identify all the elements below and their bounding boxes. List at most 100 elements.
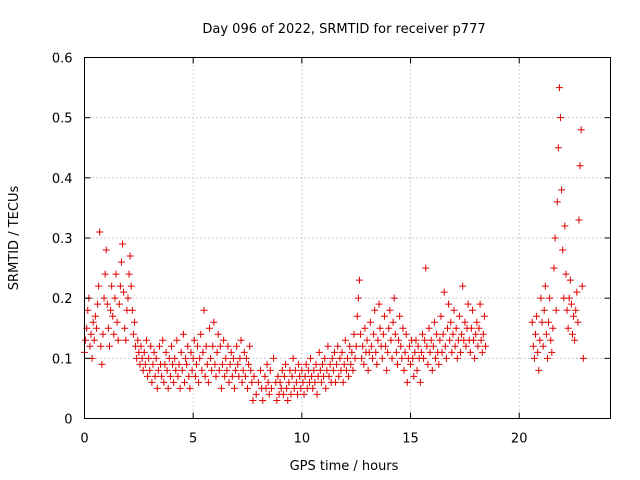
data-point bbox=[289, 354, 297, 362]
data-point bbox=[220, 336, 228, 344]
data-point bbox=[435, 360, 443, 368]
data-point bbox=[184, 342, 192, 350]
data-point bbox=[120, 288, 128, 296]
data-point bbox=[379, 330, 387, 338]
data-point bbox=[270, 354, 278, 362]
data-point bbox=[177, 348, 185, 356]
data-point bbox=[428, 366, 436, 374]
data-point bbox=[386, 306, 394, 314]
data-point bbox=[426, 348, 434, 356]
data-point bbox=[425, 324, 433, 332]
data-point bbox=[365, 348, 373, 356]
data-point bbox=[279, 390, 287, 398]
data-point bbox=[423, 342, 431, 350]
data-point bbox=[566, 276, 574, 284]
data-point bbox=[103, 300, 111, 308]
data-point bbox=[422, 264, 430, 272]
data-point bbox=[412, 336, 420, 344]
data-point bbox=[563, 306, 571, 314]
data-point bbox=[90, 336, 98, 344]
data-point bbox=[445, 300, 453, 308]
data-point bbox=[430, 318, 438, 326]
data-point bbox=[189, 354, 197, 362]
data-point bbox=[372, 348, 380, 356]
data-point bbox=[127, 282, 135, 290]
data-point bbox=[161, 360, 169, 368]
data-point bbox=[473, 318, 481, 326]
data-point bbox=[319, 360, 327, 368]
data-point bbox=[347, 360, 355, 368]
data-point bbox=[437, 312, 445, 320]
data-point bbox=[450, 306, 458, 314]
data-point bbox=[212, 372, 220, 380]
data-point bbox=[214, 330, 222, 338]
data-point bbox=[172, 366, 180, 374]
data-point bbox=[227, 348, 235, 356]
data-point bbox=[471, 354, 479, 362]
y-tick-label: 0.2 bbox=[52, 292, 73, 307]
data-point bbox=[391, 330, 399, 338]
data-point bbox=[137, 342, 145, 350]
data-point bbox=[433, 330, 441, 338]
data-point bbox=[221, 372, 229, 380]
data-point bbox=[449, 330, 457, 338]
data-point bbox=[186, 384, 194, 392]
data-point bbox=[401, 348, 409, 356]
data-point bbox=[363, 336, 371, 344]
data-point bbox=[154, 366, 162, 374]
data-point bbox=[399, 324, 407, 332]
data-point bbox=[468, 306, 476, 314]
data-point bbox=[541, 282, 549, 290]
data-point bbox=[361, 324, 369, 332]
data-point bbox=[115, 300, 123, 308]
data-point bbox=[312, 360, 320, 368]
data-point bbox=[549, 324, 557, 332]
data-point bbox=[326, 360, 334, 368]
data-point bbox=[534, 348, 542, 356]
data-point bbox=[551, 234, 559, 242]
data-point bbox=[572, 306, 580, 314]
data-point bbox=[455, 312, 463, 320]
data-point bbox=[237, 336, 245, 344]
data-point bbox=[265, 390, 273, 398]
data-point bbox=[124, 294, 132, 302]
data-point bbox=[309, 384, 317, 392]
data-point bbox=[571, 336, 579, 344]
y-axis-label: SRMTID / TECUs bbox=[7, 186, 22, 291]
data-point bbox=[418, 330, 426, 338]
y-tick-label: 0.3 bbox=[52, 232, 73, 247]
data-point bbox=[462, 342, 470, 350]
data-point bbox=[233, 342, 241, 350]
data-point bbox=[100, 294, 108, 302]
data-point bbox=[285, 378, 293, 386]
data-point bbox=[195, 378, 203, 386]
data-point bbox=[171, 354, 179, 362]
data-point bbox=[364, 366, 372, 374]
data-point bbox=[446, 336, 454, 344]
data-point bbox=[557, 114, 565, 122]
data-point bbox=[410, 372, 418, 380]
data-point bbox=[204, 378, 212, 386]
data-point bbox=[407, 360, 415, 368]
data-point bbox=[543, 354, 551, 362]
data-point bbox=[380, 312, 388, 320]
data-point bbox=[479, 330, 487, 338]
data-point bbox=[210, 318, 218, 326]
data-point bbox=[175, 360, 183, 368]
data-point bbox=[167, 342, 175, 350]
data-point bbox=[349, 366, 357, 374]
data-point bbox=[466, 348, 474, 356]
data-point bbox=[447, 318, 455, 326]
data-point bbox=[302, 360, 310, 368]
data-point bbox=[216, 342, 224, 350]
data-point bbox=[577, 126, 585, 134]
data-point bbox=[459, 282, 467, 290]
data-point bbox=[111, 294, 119, 302]
data-point bbox=[141, 360, 149, 368]
data-point bbox=[467, 324, 475, 332]
data-point bbox=[353, 312, 361, 320]
data-point bbox=[395, 336, 403, 344]
data-point bbox=[174, 372, 182, 380]
data-point bbox=[338, 348, 346, 356]
data-point bbox=[472, 330, 480, 338]
